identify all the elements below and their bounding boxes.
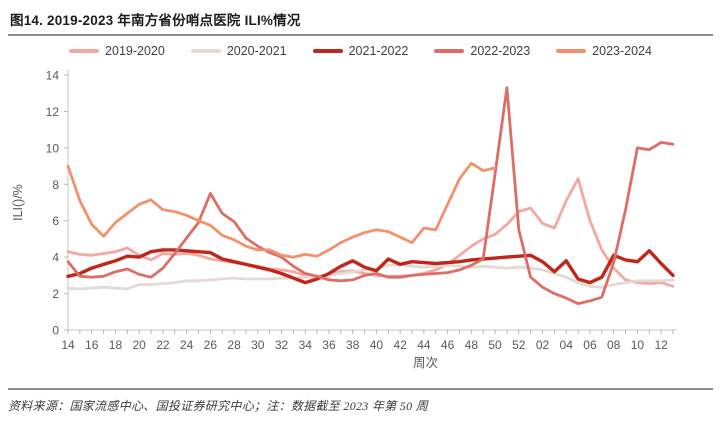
legend-label: 2022-2023	[470, 44, 531, 58]
x-tick-label: 46	[441, 338, 455, 352]
source-note-text: 资料来源：国家流感中心、国投证券研究中心；注：数据截至 2023 年第 50 周	[8, 399, 429, 413]
y-tick-label: 12	[46, 105, 60, 119]
x-tick-label: 02	[536, 338, 550, 352]
x-axis-title: 周次	[413, 356, 438, 370]
x-tick-label: 10	[631, 338, 645, 352]
legend-item-2019-2020: 2019-2020	[69, 44, 165, 58]
legend-item-2022-2023: 2022-2023	[434, 44, 530, 58]
legend-item-2021-2022: 2021-2022	[312, 44, 409, 58]
legend-label: 2020-2021	[226, 44, 287, 58]
figure-title: 图14. 2019-2023 年南方省份哨点医院 ILI%情况	[8, 0, 713, 36]
x-tick-label: 40	[370, 338, 384, 352]
x-tick-label: 24	[180, 338, 194, 352]
legend-item-2020-2021: 2020-2021	[190, 44, 287, 58]
x-tick-label: 30	[251, 338, 265, 352]
legend-label: 2019-2020	[105, 44, 165, 58]
x-tick-label: 28	[227, 338, 241, 352]
legend-swatch-icon	[190, 48, 221, 54]
x-tick-label: 32	[275, 338, 289, 352]
y-axis-title: ILI()/%	[11, 184, 25, 221]
x-tick-label: 12	[654, 338, 668, 352]
legend-swatch-icon	[69, 48, 100, 54]
x-tick-label: 22	[156, 338, 170, 352]
legend-label: 2023-2024	[592, 44, 652, 58]
chart-legend: 2019-2020 2020-2021 2021-2022 2022-2023 2023…	[0, 42, 721, 60]
x-tick-label: 48	[465, 338, 479, 352]
legend-item-2023-2024: 2023-2024	[556, 44, 652, 58]
y-tick-label: 6	[52, 214, 59, 228]
x-tick-label: 34	[299, 338, 313, 352]
x-tick-label: 26	[204, 338, 218, 352]
x-tick-label: 42	[393, 338, 407, 352]
y-tick-label: 0	[52, 324, 59, 338]
y-tick-label: 10	[46, 141, 60, 155]
x-tick-label: 18	[109, 338, 123, 352]
x-tick-label: 52	[512, 338, 526, 352]
x-tick-label: 20	[132, 338, 146, 352]
series-line-2022-2023	[66, 86, 675, 306]
y-tick-label: 2	[52, 287, 59, 301]
x-tick-label: 08	[607, 338, 621, 352]
x-tick-label: 06	[583, 338, 597, 352]
legend-swatch-icon	[312, 48, 343, 54]
series-line-2023-2024	[66, 161, 497, 259]
legend-label: 2021-2022	[348, 44, 409, 58]
x-tick-label: 44	[417, 338, 431, 352]
y-tick-label: 14	[46, 69, 60, 83]
ili-line-chart: 0 2 4 6 8 10 12 14 14 16 18 20 22 24 26 28 30 32 34 36 38 40 4…	[8, 62, 713, 376]
x-tick-label: 04	[560, 338, 574, 352]
x-tick-label: 38	[346, 338, 360, 352]
x-tick-label: 50	[488, 338, 502, 352]
y-tick-label: 4	[52, 251, 59, 265]
legend-swatch-icon	[434, 48, 465, 54]
x-tick-label: 36	[322, 338, 336, 352]
y-tick-label: 8	[52, 178, 59, 192]
series-line-2021-2022	[66, 248, 675, 285]
legend-swatch-icon	[556, 48, 587, 54]
x-tick-label: 14	[61, 338, 75, 352]
x-tick-label: 16	[85, 338, 99, 352]
source-note: 资料来源：国家流感中心、国投证券研究中心；注：数据截至 2023 年第 50 周	[8, 388, 713, 414]
